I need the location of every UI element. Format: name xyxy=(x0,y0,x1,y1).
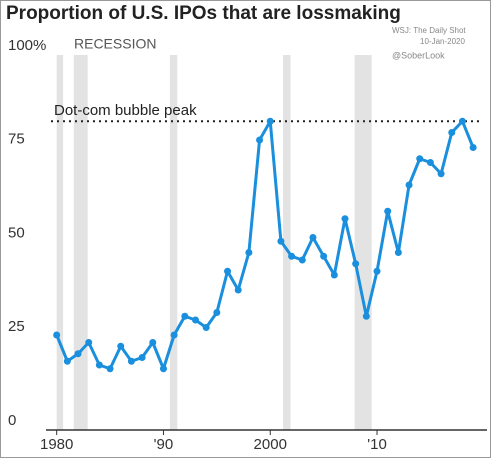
source: WSJ: The Daily Shot xyxy=(392,26,466,35)
marker xyxy=(458,117,466,125)
marker xyxy=(74,350,82,358)
marker xyxy=(277,237,285,245)
marker xyxy=(256,136,264,144)
marker xyxy=(373,267,381,275)
marker xyxy=(266,117,274,125)
recession-band xyxy=(354,55,372,430)
marker xyxy=(288,252,296,260)
x-tick-label: '90 xyxy=(154,436,174,453)
marker xyxy=(53,331,61,339)
marker xyxy=(437,170,445,178)
recession-band xyxy=(56,55,64,430)
marker xyxy=(95,361,103,369)
reference-label: Dot-com bubble peak xyxy=(54,102,197,119)
y-tick-label: 50 xyxy=(8,224,25,241)
marker xyxy=(138,354,146,361)
marker xyxy=(362,312,370,320)
marker xyxy=(352,260,360,268)
y-tick-label: 0 xyxy=(8,412,16,429)
recession-band xyxy=(73,55,88,430)
y-tick-label: 100% xyxy=(8,37,46,54)
line xyxy=(55,119,475,371)
marker xyxy=(298,256,306,264)
date: 10-Jan-2020 xyxy=(420,37,465,46)
marker xyxy=(85,339,93,346)
recession-band xyxy=(283,55,291,430)
marker xyxy=(320,252,328,260)
marker xyxy=(469,144,477,151)
marker xyxy=(149,339,157,346)
credit: @SoberLook xyxy=(392,50,445,60)
marker xyxy=(159,365,167,373)
recession-label: RECESSION xyxy=(74,36,156,52)
x-tick-label: '10 xyxy=(367,436,387,453)
marker xyxy=(181,312,189,320)
marker xyxy=(341,215,349,223)
marker xyxy=(117,342,125,350)
marker xyxy=(309,234,317,241)
marker xyxy=(426,159,434,166)
marker xyxy=(191,316,199,324)
marker xyxy=(170,331,178,339)
marker xyxy=(106,365,114,373)
chart-title: Proportion of U.S. IPOs that are lossmak… xyxy=(6,3,401,24)
x-tick-label: 1980 xyxy=(40,436,73,453)
recession-band xyxy=(169,55,178,430)
y-tick-label: 75 xyxy=(8,131,25,148)
marker xyxy=(416,155,424,163)
marker xyxy=(213,309,221,316)
x-tick-label: 2000 xyxy=(254,436,287,453)
marker xyxy=(394,249,402,256)
marker xyxy=(384,207,392,215)
marker xyxy=(202,324,210,331)
marker xyxy=(448,129,456,136)
marker xyxy=(234,286,242,294)
marker xyxy=(245,249,253,256)
marker xyxy=(330,271,338,279)
marker xyxy=(127,357,135,365)
y-tick-label: 25 xyxy=(8,318,25,335)
marker xyxy=(405,181,413,189)
marker xyxy=(224,267,232,275)
marker xyxy=(63,357,71,365)
